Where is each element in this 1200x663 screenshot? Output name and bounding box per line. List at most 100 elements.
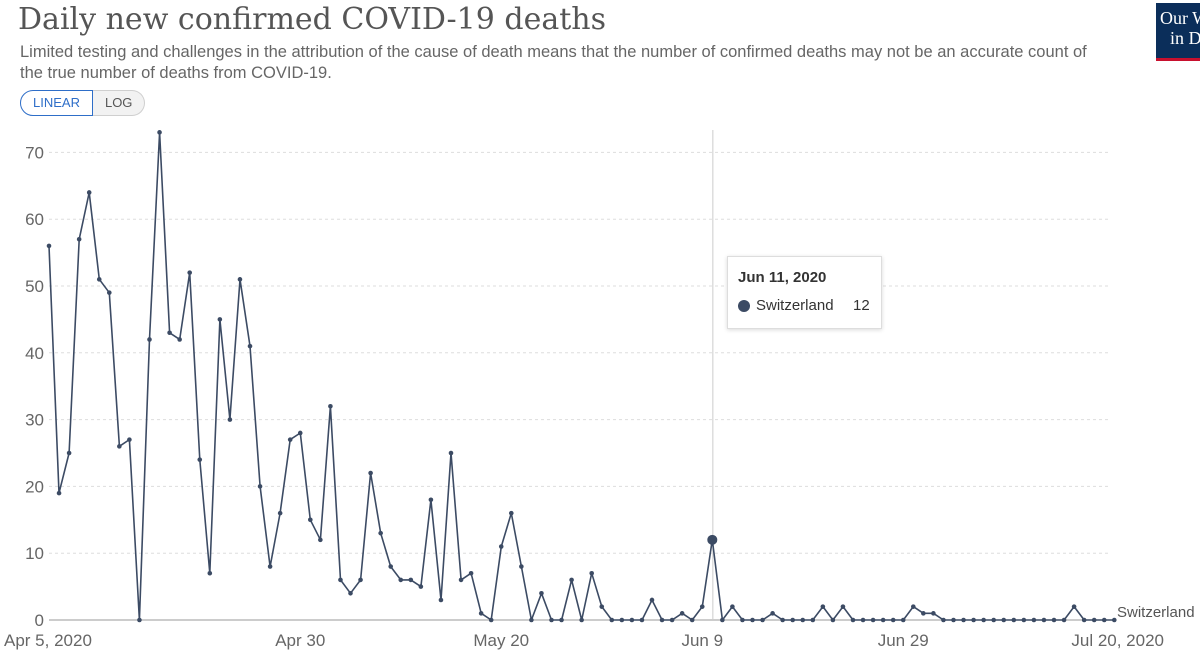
data-point xyxy=(790,617,795,623)
data-point xyxy=(760,617,765,623)
data-point xyxy=(1031,617,1037,623)
data-point xyxy=(689,617,695,623)
owid-logo[interactable]: Our World in Data xyxy=(1156,3,1200,61)
x-tick-label: Jun 9 xyxy=(681,631,723,650)
data-point xyxy=(157,130,162,135)
data-point xyxy=(1071,604,1077,609)
y-tick-label: 30 xyxy=(25,411,44,430)
data-point xyxy=(509,510,514,516)
data-point xyxy=(519,564,524,569)
data-point xyxy=(870,617,876,623)
data-point xyxy=(318,537,323,543)
data-point xyxy=(287,437,293,442)
data-point xyxy=(529,617,534,623)
data-point xyxy=(117,444,122,449)
data-point xyxy=(167,330,172,336)
data-point xyxy=(187,270,192,275)
log-scale-button[interactable]: LOG xyxy=(92,90,146,116)
data-point xyxy=(850,617,856,623)
x-tick-label: Apr 30 xyxy=(275,631,325,650)
data-point xyxy=(478,611,484,616)
data-point xyxy=(1061,617,1067,623)
logo-line-1: Our World xyxy=(1160,8,1200,28)
data-point xyxy=(338,577,343,583)
y-tick-label: 10 xyxy=(25,544,44,563)
data-point xyxy=(147,337,152,342)
data-point xyxy=(730,604,735,609)
y-tick-label: 60 xyxy=(25,210,44,229)
data-point xyxy=(197,457,203,462)
data-point xyxy=(1011,617,1017,623)
tooltip-value: 12 xyxy=(853,297,870,314)
data-point xyxy=(1081,617,1087,623)
data-point xyxy=(76,236,82,242)
data-point xyxy=(1112,617,1117,623)
data-point xyxy=(931,611,936,616)
data-point xyxy=(46,243,52,249)
data-point xyxy=(569,577,574,583)
logo-stripe xyxy=(1156,58,1200,61)
tooltip-series-dot xyxy=(738,300,750,312)
data-point xyxy=(941,617,946,623)
scale-toggle: LINEAR LOG xyxy=(20,90,146,116)
data-point xyxy=(589,570,594,576)
data-point xyxy=(649,597,655,603)
linear-scale-button[interactable]: LINEAR xyxy=(20,90,93,116)
x-tick-label: Apr 5, 2020 xyxy=(4,631,92,650)
data-point xyxy=(911,604,916,609)
data-point xyxy=(770,611,775,616)
series-end-label: Switzerland xyxy=(1117,604,1195,621)
data-point xyxy=(267,564,273,569)
data-point xyxy=(127,437,132,442)
data-point xyxy=(921,611,926,616)
data-point xyxy=(820,604,826,609)
data-point xyxy=(398,577,404,583)
data-point xyxy=(348,590,353,596)
data-point xyxy=(539,590,544,596)
data-point xyxy=(981,617,986,623)
y-tick-label: 70 xyxy=(25,143,44,162)
y-tick-label: 0 xyxy=(35,611,44,630)
x-tick-label: Jul 20, 2020 xyxy=(1071,631,1164,650)
y-tick-label: 50 xyxy=(25,277,44,296)
data-point xyxy=(1041,617,1047,623)
data-point xyxy=(308,517,313,523)
chart-title: Daily new confirmed COVID-19 deaths xyxy=(18,2,606,37)
data-point xyxy=(579,617,584,623)
data-point xyxy=(880,617,886,623)
data-point xyxy=(639,617,645,623)
data-point xyxy=(86,190,92,195)
data-point xyxy=(448,450,454,456)
data-point xyxy=(96,277,102,282)
data-point xyxy=(1021,617,1027,623)
data-point xyxy=(328,403,333,409)
data-point xyxy=(368,470,373,476)
data-point xyxy=(217,317,223,322)
data-point xyxy=(679,611,685,616)
highlighted-data-point xyxy=(707,534,718,545)
data-point xyxy=(740,617,745,623)
data-point xyxy=(619,617,625,623)
data-point xyxy=(428,497,434,503)
data-point xyxy=(207,570,213,576)
data-point xyxy=(358,577,363,583)
data-point xyxy=(1101,617,1107,623)
data-point xyxy=(498,544,504,549)
data-point xyxy=(629,617,635,623)
data-point xyxy=(951,617,956,623)
data-point xyxy=(468,570,474,576)
data-point xyxy=(780,617,785,623)
data-point xyxy=(1091,617,1097,623)
data-point xyxy=(800,617,806,623)
data-point xyxy=(890,617,896,623)
data-point xyxy=(227,417,233,422)
data-point xyxy=(388,564,394,569)
data-point xyxy=(971,617,976,623)
data-point xyxy=(257,484,263,489)
data-point xyxy=(599,604,605,609)
chart-tooltip: Jun 11, 2020 Switzerland 12 xyxy=(727,256,882,329)
data-point xyxy=(237,277,243,282)
data-point xyxy=(1051,617,1057,623)
tooltip-date: Jun 11, 2020 xyxy=(738,269,827,286)
